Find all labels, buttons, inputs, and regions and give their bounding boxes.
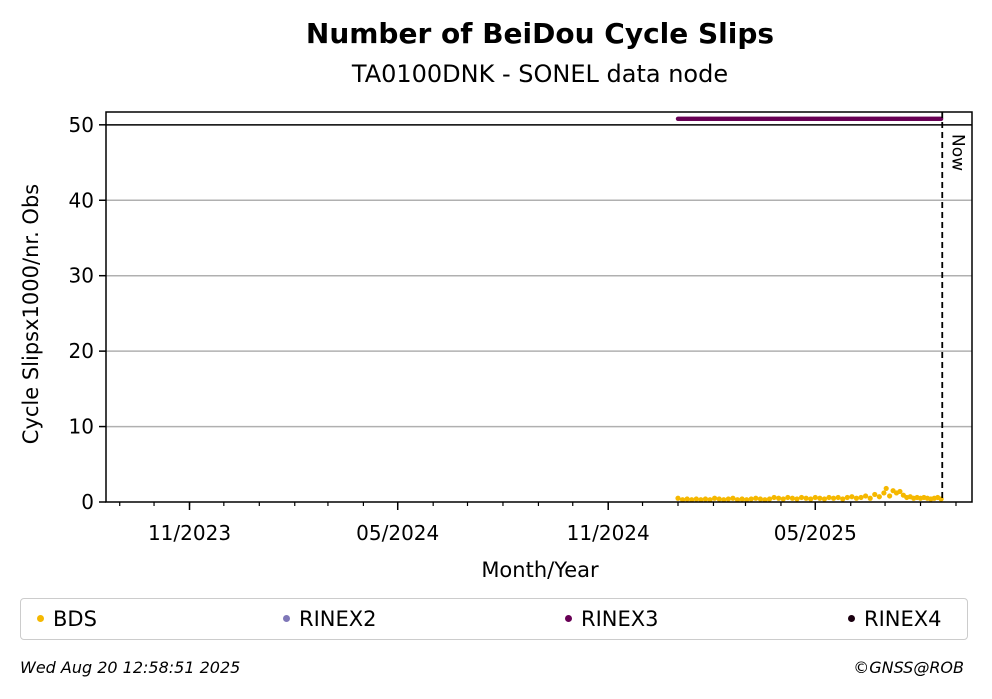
data-point-bds — [872, 491, 878, 498]
data-point-bds — [887, 493, 893, 499]
legend-label: RINEX4 — [864, 607, 942, 631]
data-point-bds — [817, 495, 823, 501]
data-point-bds — [698, 497, 704, 503]
data-point-bds — [835, 494, 841, 501]
chart: Number of BeiDou Cycle Slips TA0100DNK -… — [19, 17, 973, 582]
data-point-bds — [840, 496, 846, 502]
grid — [106, 199, 972, 428]
x-tick-label: 11/2023 — [148, 521, 231, 545]
legend-marker — [283, 615, 290, 622]
data-point-bds — [684, 496, 690, 502]
y-tick-label: 0 — [81, 490, 94, 514]
data-point-bds — [881, 490, 887, 496]
data-point-bds — [897, 488, 903, 495]
data-point-bds — [689, 497, 695, 503]
legend-label: RINEX2 — [299, 607, 377, 631]
data-point-bds — [780, 496, 786, 502]
data-point-bds — [830, 495, 837, 501]
data-point-bds — [675, 495, 681, 501]
data-point-bds — [771, 494, 777, 501]
data-point-bds — [721, 497, 727, 503]
data-point-bds — [739, 496, 745, 502]
data-point-bds — [858, 494, 864, 501]
data-point-bds — [712, 495, 718, 501]
data-point-bds — [757, 496, 763, 502]
legend-label: RINEX3 — [581, 607, 659, 631]
data-point-bds — [776, 495, 782, 501]
y-tick-label: 40 — [69, 188, 94, 212]
now-label: Now — [947, 134, 967, 171]
data-point-bds — [707, 497, 713, 503]
legend-item-rinex4: RINEX4 — [848, 607, 942, 631]
data-point-bds — [716, 496, 722, 502]
y-tick-label: 10 — [69, 415, 94, 439]
data-point-bds — [853, 495, 860, 501]
data-point-bds — [753, 495, 759, 501]
x-tick-label: 05/2024 — [356, 521, 439, 545]
legend-marker — [37, 615, 44, 622]
data-point-bds — [693, 496, 699, 502]
footer-timestamp: Wed Aug 20 12:58:51 2025 — [20, 658, 241, 677]
data-point-bds — [844, 494, 850, 501]
data-point-bds — [730, 495, 736, 501]
legend-marker — [848, 615, 855, 622]
series-marks — [675, 116, 944, 503]
data-point-bds — [734, 497, 741, 503]
x-tick-label: 05/2025 — [774, 521, 857, 545]
data-point-bds — [762, 497, 768, 503]
data-point-bds — [863, 493, 869, 499]
data-point-bds — [821, 496, 828, 502]
footer-credit: ©GNSS@ROB — [853, 658, 964, 677]
axes: Now 0 10 20 30 40 50 11/2023 05/2024 11/2024 05/20… — [69, 111, 973, 545]
data-point-bds — [748, 496, 754, 502]
data-point-bds — [794, 496, 800, 502]
data-point-bds — [766, 496, 773, 502]
data-point-bds — [679, 497, 686, 503]
data-point-bds — [849, 494, 855, 500]
x-tick-label: 11/2024 — [567, 521, 650, 545]
x-axis-label: Month/Year — [481, 558, 599, 582]
legend-label: BDS — [53, 607, 97, 631]
plot-frame — [105, 111, 973, 503]
data-point-bds — [867, 495, 873, 501]
legend-item-rinex3: RINEX3 — [565, 607, 659, 631]
y-tick-label: 50 — [69, 113, 94, 137]
legend-item-bds: BDS — [37, 607, 97, 631]
chart-title: Number of BeiDou Cycle Slips — [306, 17, 774, 50]
data-point-bds — [785, 494, 791, 501]
legend: BDS RINEX2 RINEX3 RINEX4 — [20, 598, 968, 640]
y-tick-label: 20 — [69, 339, 94, 363]
chart-subtitle: TA0100DNK - SONEL data node — [351, 60, 728, 88]
data-point-bds — [803, 495, 809, 501]
y-axis-label: Cycle Slipsx1000/nr. Obs — [19, 184, 43, 444]
data-point-bds — [808, 496, 814, 502]
data-point-bds — [883, 485, 889, 492]
data-point-bds — [798, 494, 805, 501]
legend-item-rinex2: RINEX2 — [283, 607, 377, 631]
data-point-bds — [789, 495, 795, 501]
data-point-bds — [826, 494, 832, 501]
data-point-bds — [725, 496, 731, 502]
legend-marker — [565, 615, 572, 622]
data-point-bds — [876, 494, 882, 500]
data-point-bds — [702, 496, 709, 502]
data-point-bds — [812, 494, 818, 501]
data-point-bds — [744, 497, 750, 503]
y-tick-label: 30 — [69, 264, 94, 288]
